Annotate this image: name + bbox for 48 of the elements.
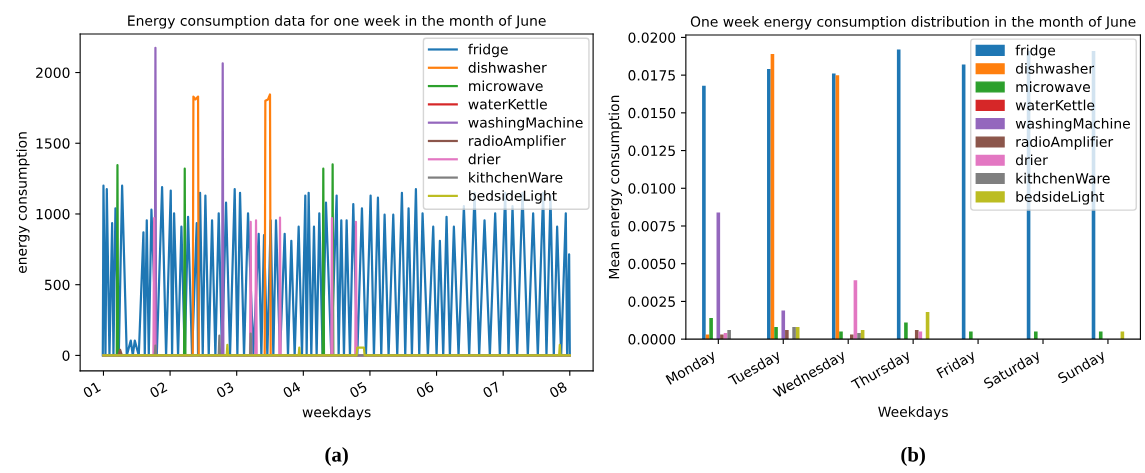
x-tick-label: 07 [482,381,501,399]
y-tick-label: 0.0100 [628,183,676,194]
legend-label: fridge [1015,44,1056,59]
y-tick-label: 0.0150 [628,107,676,119]
legend-label: kithchenWare [469,171,563,183]
y-axis-title: Mean energy consumption [608,95,622,279]
legend-label: washingMachine [1015,117,1130,132]
legend-label: waterKettle [468,98,547,110]
legend-label: radioAmplifier [469,135,566,149]
x-axis-title: weekdays [302,406,371,421]
x-tick-label: 06 [415,381,435,399]
legend-label: drier [468,153,501,165]
x-tick-label: 08 [548,381,568,399]
x-tick-label: 03 [215,381,235,399]
legend-label: bedsideLight [469,190,557,204]
x-tick-label: 01 [82,381,102,399]
legend-label: radioAmplifier [1016,136,1114,150]
y-axis-title: energy consumption [16,132,30,274]
y-tick-label: 0.0125 [628,145,675,157]
y-tick-label: 2000 [36,67,70,78]
legend-label: fridge [468,43,508,58]
x-tick-label: 05 [348,381,368,399]
x-tick-label: 04 [282,381,302,399]
legend-label: waterKettle [1015,99,1095,111]
y-tick-label: 0.0175 [628,70,675,81]
x-tick-label: 02 [148,381,168,399]
y-tick-label: 0.0000 [628,334,676,345]
y-tick-label: 0 [62,350,70,361]
y-tick-label: 1500 [36,138,70,149]
chart-title: Energy consumption data for one week in the month of June [128,15,546,29]
legend-label: microwave [1016,81,1090,93]
x-axis-title: Weekdays [878,406,948,420]
y-tick-label: 0.0200 [628,32,676,43]
legend-label: dishwasher [468,62,547,73]
text: (a) [325,447,348,466]
y-tick-label: 0.0075 [628,220,675,232]
legend-label: bedsideLight [1016,191,1105,205]
legend-label: dishwasher [1015,63,1095,74]
y-tick-label: 500 [44,279,70,291]
y-tick-label: 1000 [36,208,70,220]
y-tick-label: 0.0025 [628,296,675,307]
legend-label: washingMachine [468,116,583,131]
legend-label: microwave [469,80,543,92]
y-tick-label: 0.0050 [628,258,676,270]
chart-title: One week energy consumption distribution in the month of June [690,16,1136,30]
legend-label: kithchenWare [1016,172,1110,184]
legend-label: drier [1015,154,1048,166]
text: (b) [901,447,925,466]
